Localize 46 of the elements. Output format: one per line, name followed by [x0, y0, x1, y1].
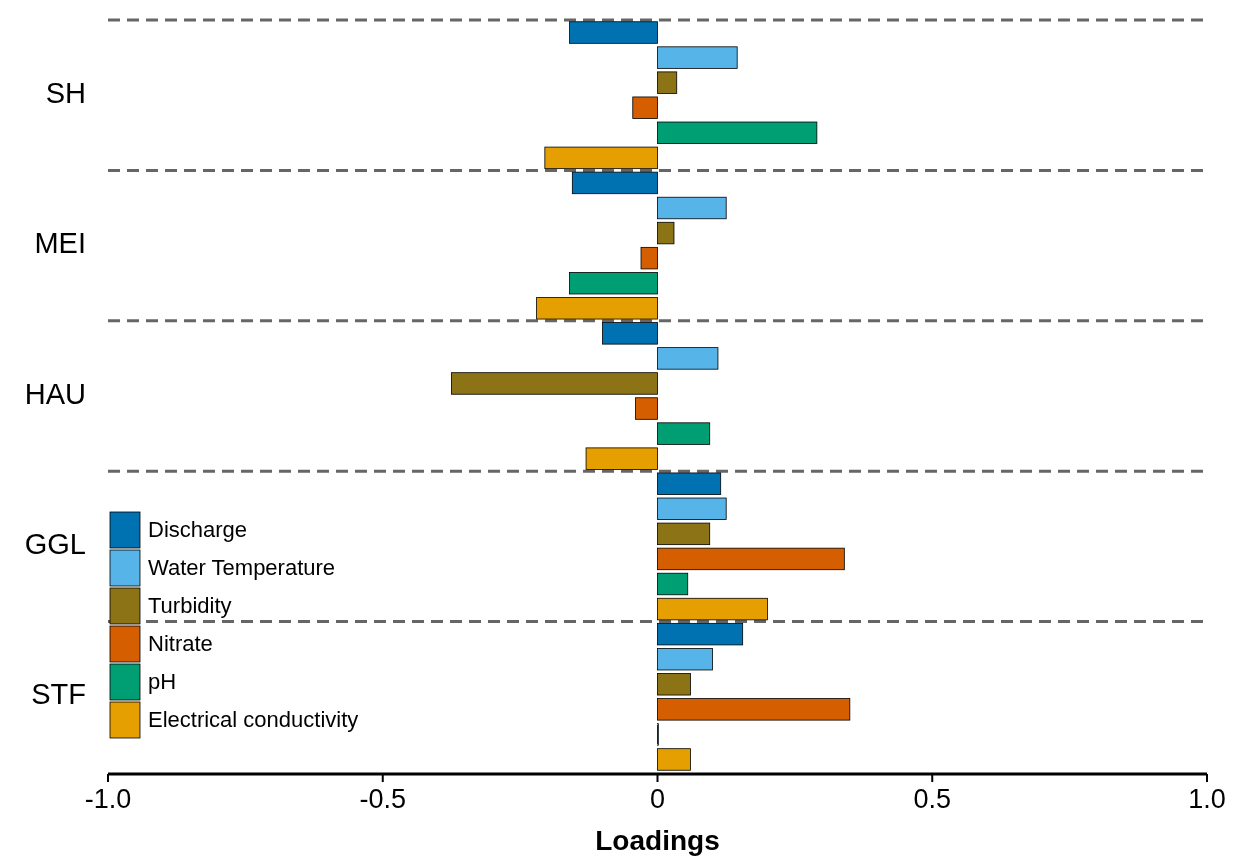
x-tick-label: 0 [649, 784, 666, 814]
legend-label: Turbidity [148, 592, 232, 618]
bar [657, 698, 851, 721]
bar [657, 46, 738, 69]
bar [585, 447, 658, 470]
y-tick-label: SH [45, 76, 86, 109]
legend-label: Electrical conductivity [148, 706, 359, 732]
bar [657, 748, 691, 771]
bar [657, 497, 727, 520]
y-tick-label: GGL [24, 528, 86, 561]
bar [657, 71, 678, 94]
bar [451, 372, 658, 395]
y-tick-label: HAU [24, 377, 86, 410]
x-tick-label: 0.5 [913, 784, 952, 814]
bar [657, 121, 818, 144]
bar [657, 522, 711, 546]
bar [657, 673, 691, 696]
bar [536, 297, 658, 320]
bar [657, 597, 768, 621]
bar [571, 171, 658, 195]
bar [602, 322, 658, 345]
bar [544, 146, 658, 170]
bar [657, 648, 713, 671]
bar [632, 96, 658, 119]
x-tick-label: 1.0 [1188, 784, 1226, 814]
bar [657, 547, 845, 571]
bar [569, 272, 658, 295]
bar [657, 472, 722, 495]
legend-label: Discharge [148, 516, 248, 542]
bar [569, 21, 658, 44]
x-tick-label: -1.0 [84, 784, 132, 814]
bar [640, 246, 658, 270]
y-tick-label: STF [31, 678, 86, 711]
legend-label: Nitrate [148, 630, 213, 656]
bar [657, 422, 711, 445]
x-tick-label: -0.5 [359, 784, 407, 814]
bar [657, 221, 675, 245]
bar [657, 572, 689, 596]
y-tick-label: MEI [34, 227, 86, 260]
bar [657, 347, 719, 370]
x-axis-title: Loadings [595, 825, 720, 856]
bar [657, 622, 744, 646]
bar [635, 397, 658, 420]
legend-label: Water Temperature [148, 554, 336, 580]
bar [657, 196, 727, 220]
legend-label: pH [148, 668, 177, 694]
